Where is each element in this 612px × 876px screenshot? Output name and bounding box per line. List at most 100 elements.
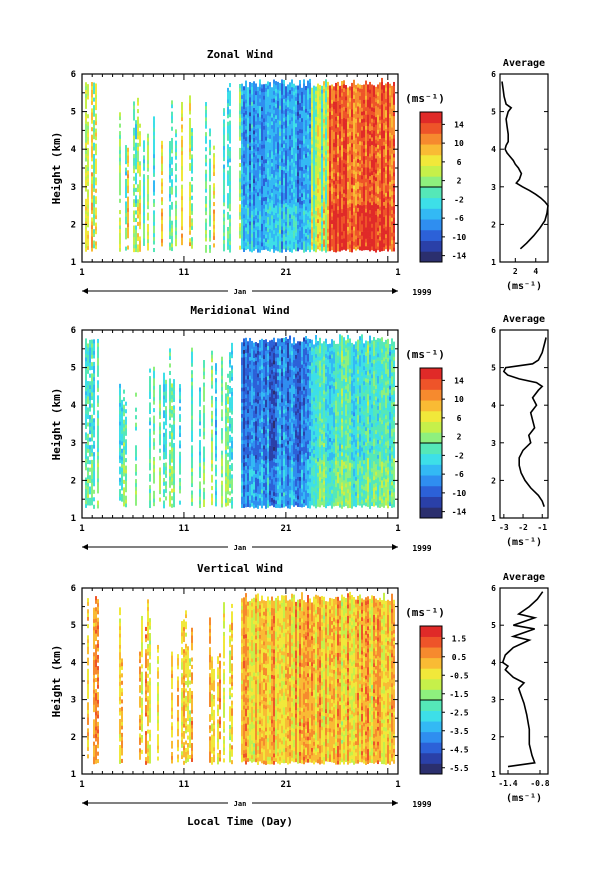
heatmap-cell [257,131,259,137]
heatmap-cell [171,145,173,150]
heatmap-cell [343,80,345,85]
heatmap-cell [255,192,257,197]
heatmap-cell [321,112,323,117]
heatmap-cell [289,108,291,113]
heatmap-cell [283,245,285,250]
heatmap-cell [355,208,357,214]
heatmap-cell [387,112,389,117]
heatmap-cell [303,195,305,200]
heatmap-cell [265,200,267,205]
heatmap-cell [333,191,335,196]
heatmap-cell [125,503,127,508]
heatmap-cell [253,107,255,112]
heatmap-cell [149,462,151,467]
heatmap-cell [143,147,145,152]
heatmap-cell [89,407,91,412]
heatmap-cell [295,160,297,165]
heatmap-cell [261,231,263,236]
heatmap-cell [267,228,269,233]
heatmap-cell [363,99,365,104]
heatmap-cell [161,140,163,145]
heatmap-cell [293,173,295,179]
heatmap-cell [119,123,121,128]
heatmap-cell [359,122,361,127]
heatmap-cell [377,178,379,183]
heatmap-cell [315,142,317,147]
heatmap-cell [369,93,371,98]
heatmap-cell [121,478,123,483]
heatmap-cell [389,151,391,156]
heatmap-cell [319,111,321,116]
heatmap-cell [337,138,339,143]
heatmap-cell [133,169,135,174]
heatmap-cell [121,411,123,416]
heatmap-cell [263,166,265,171]
colorbar-swatch [420,154,442,166]
heatmap-cell [361,160,363,165]
heatmap-cell [91,85,93,90]
heatmap-cell [227,163,229,168]
heatmap-cell [307,151,309,157]
heatmap-cell [263,242,265,247]
heatmap-cell [189,189,191,194]
heatmap-cell [87,358,89,363]
heatmap-cell [275,246,277,251]
heatmap-cell [271,102,273,107]
heatmap-cell [87,151,89,156]
heatmap-cell [341,156,343,161]
heatmap-cell [315,206,317,211]
heatmap-cell [379,240,381,245]
heatmap-cell [317,128,319,133]
heatmap-cell [343,170,345,175]
heatmap-cell [295,85,297,90]
heatmap-cell [265,181,267,186]
heatmap-cell [169,223,171,228]
heatmap-cell [97,399,99,404]
heatmap-cell [213,190,215,195]
heatmap-cell [291,162,293,167]
heatmap-cell [391,142,393,147]
heatmap-cell [391,176,393,181]
heatmap-cell [149,436,151,441]
heatmap-cell [363,118,365,123]
heatmap-cell [243,187,245,192]
heatmap-cell [337,190,339,195]
heatmap-cell [321,228,323,233]
heatmap-cell [343,166,345,171]
heatmap-cell [355,171,357,176]
heatmap-cell [313,190,315,195]
heatmap-cell [275,141,277,146]
heatmap-cell [257,180,259,185]
heatmap-cell [391,243,393,248]
heatmap-cell [249,123,251,128]
heatmap-cell [393,112,395,117]
heatmap-cell [383,126,385,131]
heatmap-cell [361,133,363,138]
heatmap-cell [253,216,255,221]
heatmap-cell [283,110,285,115]
heatmap-cell [95,132,97,137]
heatmap-cell [293,196,295,201]
heatmap-cell [365,182,367,187]
heatmap-cell [119,179,121,185]
heatmap-cell [307,245,309,251]
heatmap-cell [331,227,333,232]
heatmap-cell [143,196,145,201]
heatmap-cell [367,219,369,224]
heatmap-cell [275,235,277,240]
heatmap-cell [159,475,161,480]
heatmap-cell [335,128,337,133]
heatmap-cell [317,121,319,126]
heatmap-cell [85,492,87,497]
heatmap-cell [273,158,275,163]
heatmap-cell [307,234,309,239]
heatmap-cell [255,87,257,92]
heatmap-cell [313,217,315,222]
heatmap-cell [383,88,385,93]
heatmap-cell [299,136,301,141]
heatmap-cell [245,95,247,100]
heatmap-cell [125,488,127,493]
heatmap-cell [267,103,269,109]
heatmap-cell [319,156,321,161]
heatmap-cell [261,212,263,217]
